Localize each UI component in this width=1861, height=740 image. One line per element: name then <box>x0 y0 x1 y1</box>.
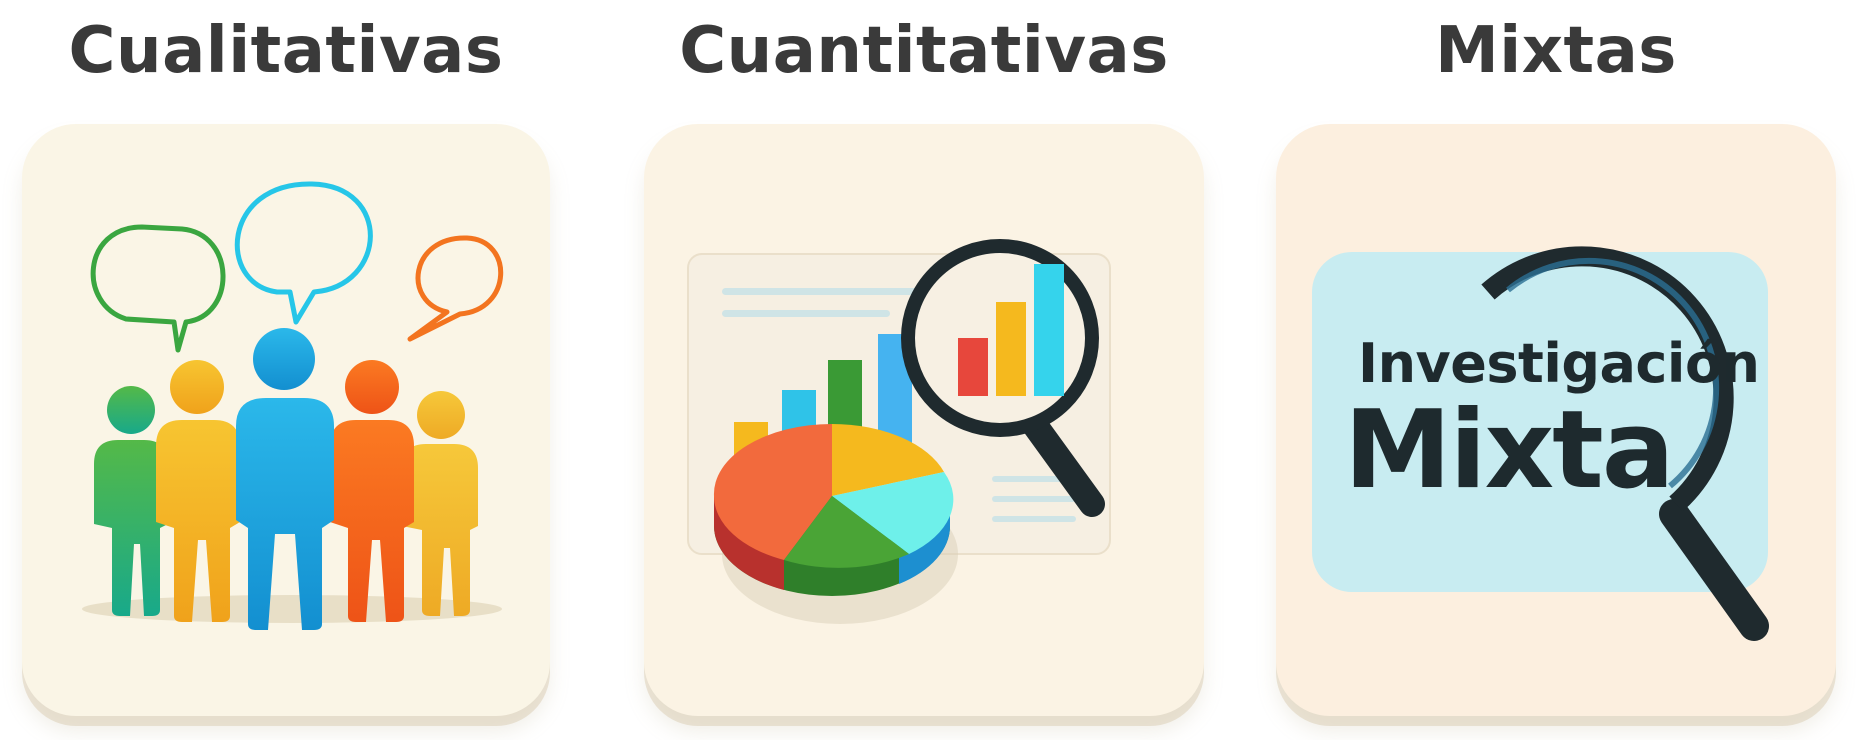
pie-chart-magnifier-icon <box>687 239 1111 624</box>
pie-chart-icon <box>713 424 958 624</box>
people-speech-bubbles-icon <box>82 181 504 630</box>
person-icon <box>236 328 334 630</box>
illustration-card <box>22 124 550 716</box>
panel-title: Cualitativas <box>68 14 504 88</box>
magnifier-icon <box>1481 246 1769 641</box>
person-icon <box>94 386 168 616</box>
magnifier-icon <box>901 239 1105 517</box>
person-icon <box>402 391 478 616</box>
person-icon <box>330 360 414 622</box>
illustration-card: Investigación Mixta <box>1276 124 1836 716</box>
illustration-card <box>644 124 1204 716</box>
panel-title: Mixtas <box>1435 14 1677 88</box>
mixed-label-line-2: Mixta <box>1344 388 1675 513</box>
person-icon <box>156 360 240 622</box>
speech-bubble-icon <box>90 181 504 353</box>
mixed-label-line-1: Investigación <box>1358 332 1760 395</box>
panel-title: Cuantitativas <box>679 14 1169 88</box>
mixed-research-illustration <box>1312 246 1769 641</box>
